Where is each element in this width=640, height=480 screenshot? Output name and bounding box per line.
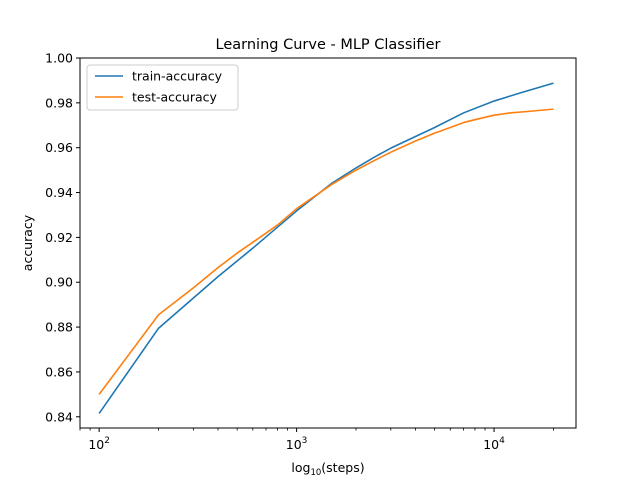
y-tick-label: 0.96 [45, 140, 73, 155]
x-axis-label-rest: (steps) [321, 460, 364, 475]
y-tick-label: 0.86 [45, 364, 73, 379]
series-line-test-accuracy [98, 108, 554, 395]
plot-area [98, 82, 554, 414]
y-axis: 0.84 0.86 0.88 0.90 0.92 0.94 0.96 0.98 1.00 [45, 51, 80, 424]
x-tick-label: 103 [286, 436, 308, 452]
y-tick-label: 0.88 [45, 320, 73, 335]
y-axis-label: accuracy [20, 214, 35, 271]
legend-label-train-accuracy: train-accuracy [132, 69, 223, 84]
series-line-train-accuracy [98, 82, 554, 414]
y-tick-label: 0.94 [45, 185, 73, 200]
y-tick-label: 1.00 [45, 51, 73, 66]
y-tick-label: 0.84 [45, 409, 73, 424]
x-axis: 102 103 104 [79, 428, 554, 452]
legend-box [86, 64, 239, 111]
legend: train-accuracy test-accuracy [86, 64, 239, 111]
legend-label-test-accuracy: test-accuracy [132, 90, 218, 105]
y-tick-label: 0.90 [45, 275, 73, 290]
chart-title: Learning Curve - MLP Classifier [216, 37, 441, 53]
x-axis-label: log10(steps) [291, 460, 364, 478]
axes-frame [79, 57, 577, 429]
x-axis-label-subscript: 10 [310, 468, 321, 478]
y-tick-label: 0.92 [45, 230, 73, 245]
x-axis-label-main: log [291, 460, 310, 475]
y-tick-label: 0.98 [45, 95, 73, 110]
x-tick-label: 104 [483, 436, 505, 452]
x-tick-label: 102 [88, 436, 110, 452]
